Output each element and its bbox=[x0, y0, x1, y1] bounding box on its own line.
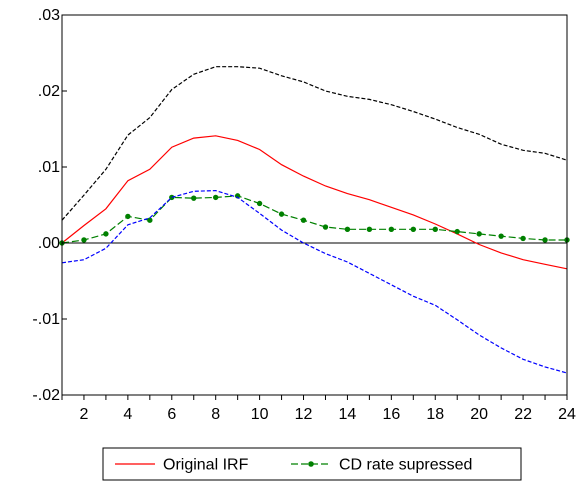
series-point-1-21 bbox=[520, 235, 526, 242]
legend-marker-1 bbox=[308, 461, 314, 467]
plot-area bbox=[62, 15, 567, 395]
x-tick-label-5: 12 bbox=[295, 406, 313, 423]
series-point-1-2 bbox=[103, 231, 109, 237]
legend-label-0: Original IRF bbox=[163, 457, 249, 474]
y-tick-label-0: .03 bbox=[38, 7, 60, 24]
x-tick-label-0: 2 bbox=[80, 406, 89, 423]
y-tick-label-2: .01 bbox=[38, 159, 60, 176]
x-tick-label-11: 24 bbox=[558, 406, 576, 423]
x-tick-label-9: 20 bbox=[470, 406, 488, 423]
series-point-1-11 bbox=[300, 217, 307, 223]
series-point-1-22 bbox=[542, 237, 548, 243]
x-axis: 2 4 6 8 10 12 14 16 18 20 22 24 bbox=[61, 395, 576, 423]
x-tick-label-7: 16 bbox=[382, 406, 400, 423]
x-tick-label-6: 14 bbox=[339, 406, 357, 423]
x-tick-label-3: 8 bbox=[211, 406, 220, 423]
plot-frame bbox=[61, 14, 568, 396]
series-point-1-7 bbox=[212, 194, 219, 201]
x-tick-label-2: 6 bbox=[167, 406, 176, 423]
series-point-1-17 bbox=[432, 226, 438, 233]
series-point-1-9 bbox=[256, 200, 263, 207]
y-axis: .03 .02 .01 .00 -.01 -.02 bbox=[32, 7, 67, 404]
x-tick-label-4: 10 bbox=[251, 406, 269, 423]
plot-border bbox=[61, 14, 568, 396]
series-point-1-6 bbox=[191, 195, 197, 201]
series-line-2 bbox=[61, 66, 568, 221]
series-point-1-4 bbox=[147, 217, 153, 223]
x-tick-label-8: 18 bbox=[426, 406, 444, 423]
x-tick-label-10: 22 bbox=[514, 406, 532, 423]
series-point-1-13 bbox=[344, 226, 351, 233]
legend-label-1: CD rate supressed bbox=[339, 457, 472, 474]
series-line-0 bbox=[61, 135, 568, 270]
y-tick-label-1: .02 bbox=[38, 83, 60, 100]
y-tick-label-3: .00 bbox=[38, 235, 60, 252]
series-point-1-10 bbox=[278, 211, 285, 217]
legend: Original IRF CD rate supressed bbox=[102, 447, 522, 481]
x-tick-label-1: 4 bbox=[123, 406, 132, 423]
series-point-1-18 bbox=[454, 228, 460, 235]
plot-background bbox=[62, 15, 567, 395]
series-line-3 bbox=[61, 189, 568, 374]
series-point-1-1 bbox=[81, 237, 87, 243]
series-point-1-16 bbox=[410, 226, 417, 233]
series-point-1-3 bbox=[125, 213, 131, 220]
y-tick-label-4: -.01 bbox=[32, 311, 60, 328]
y-tick-label-5: -.02 bbox=[32, 387, 60, 404]
series-point-1-19 bbox=[476, 231, 482, 237]
series-point-1-14 bbox=[366, 226, 373, 233]
series-point-1-20 bbox=[498, 233, 504, 239]
series-point-1-15 bbox=[388, 226, 395, 233]
series-point-1-12 bbox=[322, 224, 329, 230]
